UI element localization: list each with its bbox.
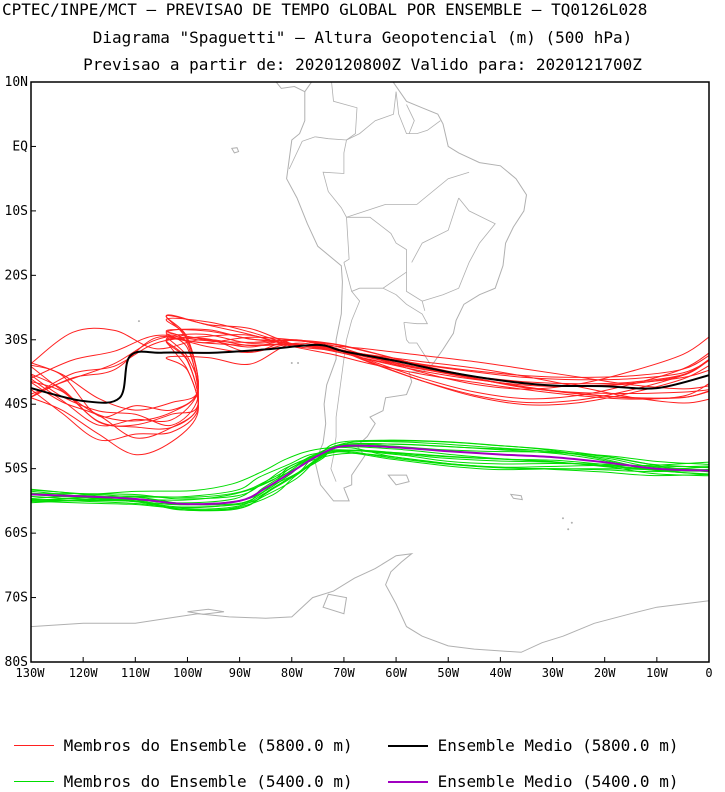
small-island	[561, 517, 564, 520]
falklands-coastline	[387, 474, 410, 486]
member-5800-line	[31, 334, 709, 400]
country-border	[343, 217, 350, 263]
legend-mean-5400: Ensemble Medio (5400.0 m)	[388, 771, 678, 791]
member-5800-line	[31, 337, 709, 430]
member-5800-line	[31, 338, 709, 439]
lat-tick-label: 60S	[5, 526, 28, 541]
lon-tick-label: 0	[705, 666, 712, 680]
legend-members-5400-label: Membros do Ensemble (5400.0 m)	[63, 772, 353, 791]
green-line-swatch	[14, 781, 54, 782]
lon-tick-label: 20W	[594, 666, 616, 680]
country-border	[322, 91, 397, 218]
lon-tick-label: 100W	[173, 666, 203, 680]
title-line-1: CPTEC/INPE/MCT — PREVISAO DE TEMPO GLOBA…	[2, 0, 648, 19]
purple-line-swatch	[388, 780, 428, 783]
small-island	[570, 521, 573, 524]
member-5400-line	[31, 445, 709, 500]
member-5800-line	[31, 333, 709, 427]
country-border	[346, 171, 470, 218]
legend-mean-5800: Ensemble Medio (5800.0 m)	[388, 735, 678, 755]
country-border	[382, 287, 429, 325]
country-border	[406, 104, 415, 134]
legend-members-5800-label: Membros do Ensemble (5800.0 m)	[63, 736, 353, 755]
member-5800-line	[31, 317, 709, 411]
country-border	[288, 136, 316, 170]
member-5800-line	[31, 314, 709, 422]
lon-tick-label: 60W	[385, 666, 407, 680]
lat-tick-label: 70S	[5, 591, 28, 606]
lat-tick-label: 30S	[5, 333, 28, 348]
central-america-coastline	[275, 82, 306, 93]
lon-tick-label: 110W	[121, 666, 151, 680]
country-border	[343, 216, 407, 292]
lon-tick-label: 30W	[542, 666, 564, 680]
country-border	[403, 322, 431, 364]
black-line-swatch	[388, 744, 428, 747]
caribbean-coastline	[247, 11, 273, 79]
title-line-3: Previsao a partir de: 2020120800Z Valido…	[83, 55, 642, 74]
lat-tick-label: 10N	[5, 75, 28, 90]
member-5800-line	[31, 327, 709, 385]
member-5800-line	[31, 334, 709, 400]
member-5800-line	[31, 314, 709, 418]
galapagos-coastline	[230, 147, 240, 154]
lat-tick-label: 40S	[5, 397, 28, 412]
south-georgia-coastline	[509, 493, 523, 501]
lat-tick-label: 50S	[5, 462, 28, 477]
country-border	[411, 197, 460, 263]
lon-tick-label: 70W	[333, 666, 355, 680]
country-border	[422, 197, 496, 302]
lon-tick-label: 50W	[437, 666, 459, 680]
legend-mean-5800-label: Ensemble Medio (5800.0 m)	[437, 736, 679, 755]
south-america-coastline	[286, 82, 528, 502]
member-5400-line	[31, 449, 709, 509]
mean-5400-line	[31, 444, 709, 506]
small-island	[297, 361, 300, 364]
member-5400-line	[31, 449, 709, 502]
antarctica-coastline	[31, 552, 709, 653]
member-5400-line	[31, 451, 709, 504]
contour-lines-layer	[31, 314, 709, 512]
member-5800-line	[31, 342, 709, 456]
lon-tick-label: 120W	[69, 666, 99, 680]
country-border	[315, 82, 358, 141]
country-border	[406, 272, 426, 311]
lat-tick-label: 80S	[5, 655, 28, 670]
thurston-island-coastline	[187, 608, 225, 615]
country-border	[330, 291, 361, 482]
legend-members-5800: Membros do Ensemble (5800.0 m)	[14, 735, 353, 755]
lon-tick-label: 40W	[490, 666, 512, 680]
small-island	[137, 320, 140, 323]
lon-tick-label: 130W	[16, 666, 46, 680]
member-5800-line	[31, 336, 709, 398]
plot-frame	[30, 81, 710, 663]
lon-tick-label: 80W	[281, 666, 303, 680]
lat-tick-label: 10S	[5, 204, 28, 219]
lon-tick-label: 90W	[229, 666, 251, 680]
small-island	[290, 361, 293, 364]
mean-5800-line	[31, 343, 709, 404]
coastline-layer	[31, 11, 709, 653]
title-line-2: Diagrama "Spaguetti" — Altura Geopotenci…	[92, 28, 633, 47]
lat-tick-label: EQ	[12, 139, 28, 154]
member-5800-line	[31, 329, 709, 427]
red-line-swatch	[14, 745, 54, 746]
small-island	[567, 528, 570, 531]
legend-mean-5400-label: Ensemble Medio (5400.0 m)	[437, 772, 679, 791]
legend-members-5400: Membros do Ensemble (5400.0 m)	[14, 771, 353, 791]
lon-tick-label: 10W	[646, 666, 668, 680]
lat-tick-label: 20S	[5, 268, 28, 283]
alexander-island-coastline	[322, 593, 348, 615]
country-border	[395, 91, 441, 134]
